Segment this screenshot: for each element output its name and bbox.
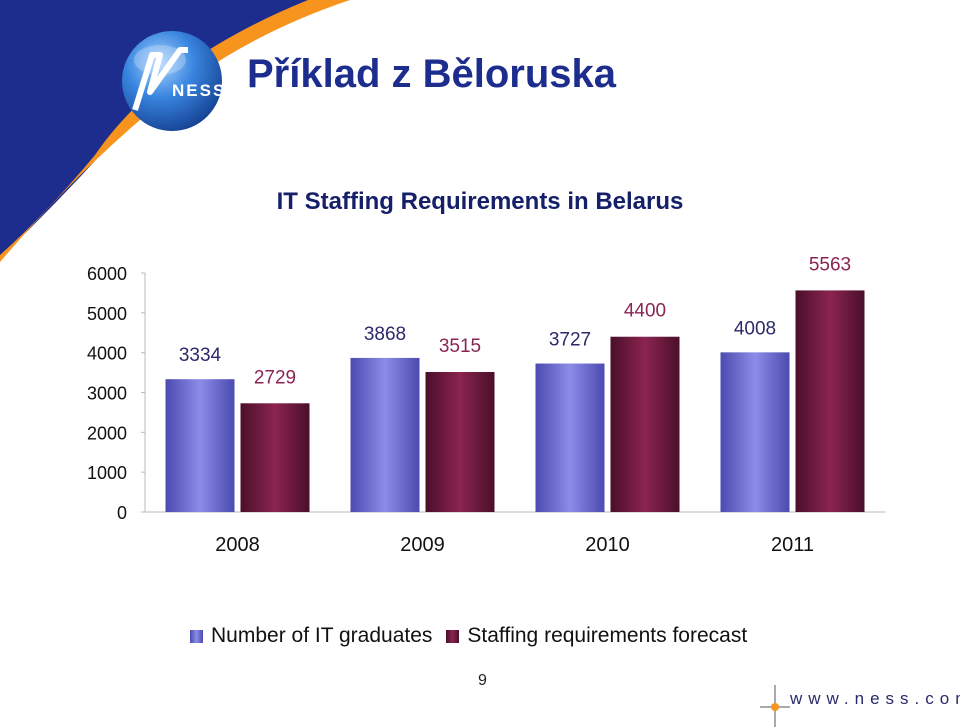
y-tick-label: 5000 — [87, 304, 127, 324]
data-label-forecast-2008: 2729 — [254, 367, 296, 388]
data-label-graduates-2011: 4008 — [734, 318, 776, 339]
x-tick-label-2010: 2010 — [585, 534, 630, 556]
data-label-graduates-2010: 3727 — [549, 330, 591, 351]
legend-label-graduates: Number of IT graduates — [211, 624, 433, 647]
bar-graduates-2009 — [350, 357, 420, 512]
crosshair-mark — [760, 685, 790, 727]
slide-title: Příklad z Běloruska — [247, 52, 617, 96]
data-label-graduates-2009: 3868 — [364, 324, 406, 345]
y-tick-label: 6000 — [87, 264, 127, 284]
data-label-forecast-2011: 5563 — [809, 254, 851, 275]
data-label-forecast-2010: 4400 — [624, 301, 666, 322]
y-tick-label: 4000 — [87, 344, 127, 364]
page-number: 9 — [478, 672, 487, 689]
blue-corner-swoosh — [0, 0, 310, 258]
y-tick-label: 1000 — [87, 463, 127, 483]
legend-item-forecast: Staffing requirements forecast — [446, 624, 747, 648]
legend-swatch-forecast — [446, 629, 460, 643]
legend-swatch-graduates — [190, 629, 203, 643]
x-tick-label-2008: 2008 — [215, 534, 260, 556]
bar-forecast-2008 — [240, 403, 310, 512]
data-label-forecast-2009: 3515 — [439, 336, 481, 357]
legend-label-forecast: Staffing requirements forecast — [467, 624, 748, 647]
chart-legend: Number of IT graduates Staffing requirem… — [190, 624, 753, 648]
y-tick-label: 3000 — [87, 384, 127, 404]
chart-title: IT Staffing Requirements in Belarus — [276, 188, 684, 215]
bar-graduates-2008 — [165, 379, 235, 512]
x-tick-label-2009: 2009 — [400, 534, 445, 556]
legend-item-graduates: Number of IT graduates — [190, 624, 432, 648]
x-tick-label-2011: 2011 — [771, 534, 814, 556]
data-label-graduates-2008: 3334 — [179, 345, 222, 366]
bar-graduates-2011 — [720, 352, 790, 512]
y-tick-label: 2000 — [87, 423, 127, 443]
logo-text: NESS — [172, 81, 226, 100]
bar-forecast-2011 — [795, 290, 865, 512]
bar-forecast-2009 — [425, 371, 495, 512]
y-tick-label: 0 — [117, 503, 127, 523]
bar-forecast-2010 — [610, 336, 680, 512]
website-url: www.ness.com — [790, 689, 960, 708]
bar-graduates-2010 — [535, 363, 605, 512]
ness-logo: NESS — [122, 31, 226, 131]
